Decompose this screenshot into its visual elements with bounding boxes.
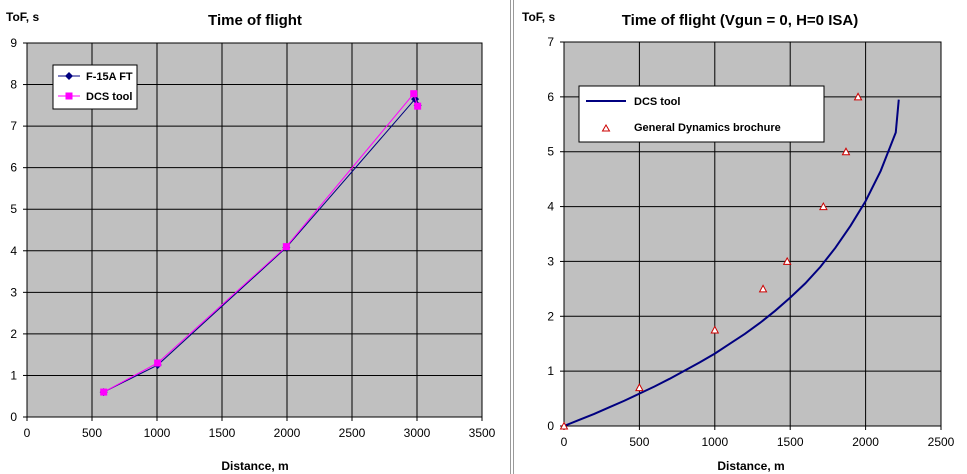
right-legend-box [578,85,825,143]
data-point-general-dynamics-brochure [782,256,792,265]
left-x-axis-label: Distance, m [221,459,288,473]
right-x-axis-label: Distance, m [717,459,784,473]
left-chart-svg: 0 500 1000 1500 2000 2500 3000 3500 0 1 2 3 4 5 6 7 8 9 T… [6,10,496,473]
y-tick-label: 3 [547,254,554,268]
left-legend-label-f15: F-15A FT [86,71,133,83]
right-tick-labels: 0 500 1000 1500 2000 2500 0 1 2 3 4 5 6 7 [547,35,954,449]
y-tick-label: 4 [547,200,554,214]
left-legend: F-15A FT DCS tool [52,64,138,110]
data-point-dcs-tool [100,388,108,396]
y-tick-label: 3 [10,285,17,299]
data-point-general-dynamics-brochure [710,325,720,334]
left-legend-label-dcs: DCS tool [86,91,132,103]
data-point-general-dynamics-brochure [758,284,768,293]
x-tick-label: 500 [629,435,649,449]
y-tick-label: 1 [547,364,554,378]
data-point-dcs-tool [410,90,418,98]
y-tick-label: 5 [547,145,554,159]
data-point-general-dynamics-brochure [635,383,644,392]
right-chart-panel: 0 500 1000 1500 2000 2500 0 1 2 3 4 5 6 7 ToF, s Time… [513,0,967,474]
left-chart-panel: 0 500 1000 1500 2000 2500 3000 3500 0 1 2 3 4 5 6 7 8 9 T… [6,0,511,474]
y-tick-label: 9 [10,36,17,50]
right-legend: DCS tool General Dynamics brochure [578,85,825,143]
left-legend-box [52,64,138,110]
y-tick-label: 0 [547,419,554,433]
left-y-axis-label: ToF, s [6,10,39,24]
y-tick-label: 2 [10,327,17,341]
y-tick-label: 6 [10,161,17,175]
left-chart-title: Time of flight [208,12,302,29]
x-tick-label: 1500 [777,435,804,449]
y-tick-label: 7 [547,35,554,49]
legend-triangle-marker-icon [601,124,611,132]
legend-square-marker-icon [65,92,73,100]
x-tick-label: 0 [561,435,568,449]
right-legend-label-gd: General Dynamics brochure [634,122,781,134]
y-tick-label: 7 [10,119,17,133]
data-point-dcs-tool [154,359,162,367]
right-chart-title: Time of flight (Vgun = 0, H=0 ISA) [622,12,858,29]
x-tick-label: 1000 [701,435,728,449]
data-point-dcs-tool [282,243,290,251]
y-tick-label: 8 [10,78,17,92]
right-chart-svg: 0 500 1000 1500 2000 2500 0 1 2 3 4 5 6 7 ToF, s Time… [522,10,955,473]
y-tick-label: 0 [10,410,17,424]
y-tick-label: 2 [547,309,554,323]
legend-diamond-marker-icon [65,72,73,80]
x-tick-label: 2500 [928,435,955,449]
left-tick-labels: 0 500 1000 1500 2000 2500 3000 3500 0 1 2 3 4 5 6 7 8 9 [10,36,495,440]
right-legend-label-dcs: DCS tool [634,96,680,108]
x-tick-label: 3000 [404,426,431,440]
data-point-general-dynamics-brochure [841,147,851,156]
data-point-general-dynamics-brochure [559,421,569,430]
y-tick-label: 6 [547,90,554,104]
x-tick-label: 2000 [274,426,301,440]
y-tick-label: 1 [10,368,17,382]
left-series-layer [99,90,422,397]
x-tick-label: 0 [24,426,31,440]
x-tick-label: 2500 [339,426,366,440]
right-y-axis-label: ToF, s [522,10,555,24]
x-tick-label: 3500 [469,426,496,440]
x-tick-label: 1000 [144,426,171,440]
x-tick-label: 2000 [852,435,879,449]
data-point-general-dynamics-brochure [853,92,863,101]
right-series-layer [559,92,900,430]
x-tick-label: 500 [82,426,102,440]
y-tick-label: 4 [10,244,17,258]
x-tick-label: 1500 [209,426,236,440]
data-point-general-dynamics-brochure [819,202,828,211]
y-tick-label: 5 [10,202,17,216]
data-point-dcs-tool [414,102,422,110]
series-line-dcs-tool [563,99,900,427]
